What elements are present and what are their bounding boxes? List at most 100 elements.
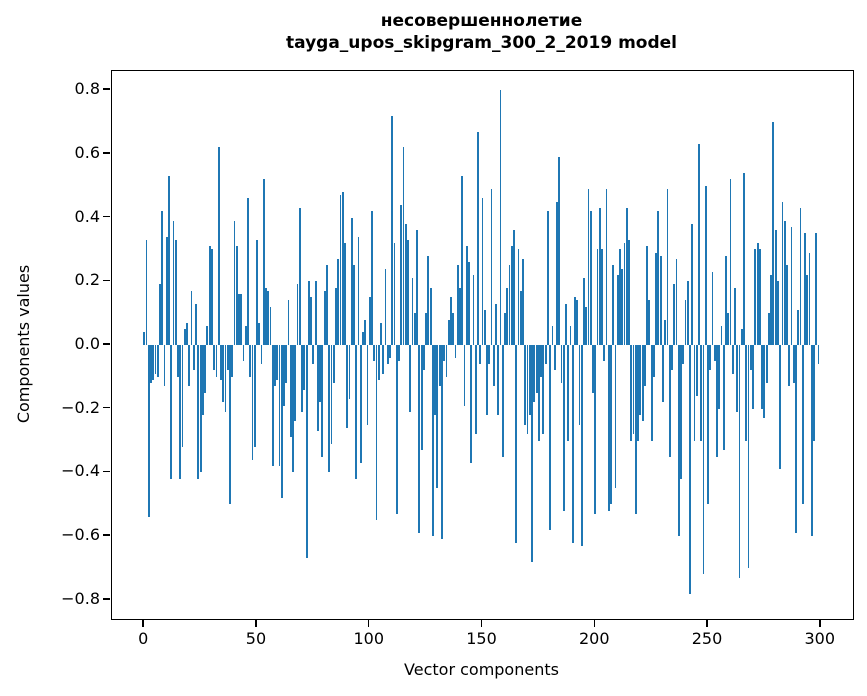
vector-component-bar — [740, 329, 743, 345]
x-tick-label: 300 — [804, 629, 836, 648]
vector-component-bar — [761, 345, 764, 409]
vector-component-bar — [152, 345, 155, 381]
vector-component-bar — [671, 345, 673, 371]
y-tick-mark — [102, 406, 110, 409]
vector-component-bar — [817, 345, 820, 365]
vector-component-bar — [501, 345, 504, 457]
vector-component-bar — [657, 211, 660, 345]
vector-component-bar — [497, 345, 500, 416]
y-tick-label: 0.0 — [74, 334, 100, 353]
y-tick-label: 0.2 — [74, 270, 100, 290]
vector-component-bar — [734, 287, 736, 345]
vector-component-bar — [585, 306, 588, 345]
vector-component-bar — [801, 345, 804, 505]
vector-component-bar — [431, 345, 434, 537]
vector-component-bar — [612, 265, 615, 345]
vector-component-bar — [224, 345, 227, 412]
vector-component-bar — [188, 345, 191, 387]
vector-component-bar — [517, 249, 520, 345]
vector-component-bar — [461, 176, 464, 345]
vector-component-bar — [713, 345, 716, 361]
vector-component-bar — [524, 345, 527, 425]
vector-component-bar — [174, 239, 177, 345]
vector-component-bar — [535, 345, 538, 393]
vector-component-bar — [763, 345, 766, 419]
vector-component-bar — [754, 249, 757, 345]
plot-area — [111, 70, 854, 620]
vector-component-bar — [738, 345, 741, 578]
vector-component-bar — [533, 345, 536, 403]
vector-component-bar — [456, 265, 459, 345]
vector-component-bar — [368, 297, 371, 345]
vector-component-bar — [711, 271, 714, 345]
vector-component-bar — [797, 309, 800, 345]
chart-title-model: tayga_upos_skipgram_300_2_2019 model — [286, 33, 677, 53]
vector-component-bar — [603, 345, 606, 361]
vector-component-bar — [777, 281, 779, 345]
vector-component-bar — [598, 208, 601, 345]
vector-component-bar — [168, 176, 170, 345]
vector-component-bar — [463, 345, 466, 406]
vector-component-bar — [779, 345, 782, 470]
vector-component-bar — [271, 345, 274, 467]
vector-component-bar — [693, 345, 696, 441]
vector-component-bar — [161, 211, 164, 345]
vector-component-bar — [233, 220, 236, 345]
vector-component-bar — [468, 262, 470, 345]
vector-component-bar — [454, 345, 457, 358]
vector-component-bar — [382, 345, 385, 374]
vector-component-bar — [686, 281, 689, 345]
vector-component-bar — [736, 345, 739, 412]
vector-component-bar — [781, 201, 784, 345]
vector-component-bar — [632, 345, 635, 435]
y-tick-mark — [102, 534, 110, 536]
vector-component-bar — [215, 345, 218, 377]
vector-component-bar — [283, 345, 285, 406]
vector-component-bar — [204, 345, 207, 393]
vector-component-bar — [630, 345, 633, 441]
vector-component-bar — [623, 243, 626, 345]
vector-component-bar — [587, 188, 590, 345]
y-tick-mark — [102, 88, 110, 90]
vector-component-bar — [556, 201, 558, 345]
vector-component-bar — [226, 345, 229, 371]
vector-component-bar — [621, 268, 624, 345]
x-tick-mark — [142, 620, 144, 627]
vector-component-bar — [253, 345, 256, 447]
vector-component-bar — [294, 345, 297, 422]
vector-component-bar — [409, 345, 412, 412]
x-tick-label: 100 — [353, 629, 385, 648]
vector-component-bar — [788, 345, 791, 387]
y-tick-label: −0.2 — [61, 397, 100, 417]
vector-component-bar — [589, 211, 592, 345]
vector-component-bar — [289, 345, 292, 438]
vector-component-bar — [147, 345, 150, 518]
vector-component-bar — [799, 208, 802, 345]
vector-component-bar — [229, 345, 231, 505]
vector-component-bar — [278, 345, 281, 467]
vector-component-bar — [770, 274, 773, 345]
vector-component-bar — [804, 233, 806, 345]
vector-component-bar — [380, 322, 382, 345]
vector-component-bar — [251, 345, 254, 460]
vector-component-bar — [267, 290, 270, 345]
vector-component-bar — [350, 217, 353, 345]
vector-component-bar — [745, 345, 748, 441]
vector-component-bar — [364, 319, 367, 345]
vector-component-bar — [247, 198, 249, 345]
y-tick-label: −0.4 — [61, 461, 100, 481]
vector-component-bar — [402, 147, 405, 345]
vector-component-bar — [749, 345, 752, 371]
vector-component-bar — [666, 188, 669, 345]
vector-component-bar — [596, 249, 599, 345]
vector-component-bar — [758, 249, 761, 345]
vector-component-bar — [580, 345, 583, 546]
vector-component-bar — [567, 345, 570, 441]
vector-component-bar — [260, 345, 263, 365]
vector-component-bar — [386, 345, 389, 365]
vector-component-bar — [362, 332, 364, 345]
vector-component-bar — [465, 246, 468, 345]
vector-component-bar — [398, 345, 400, 361]
vector-component-bar — [179, 345, 182, 479]
